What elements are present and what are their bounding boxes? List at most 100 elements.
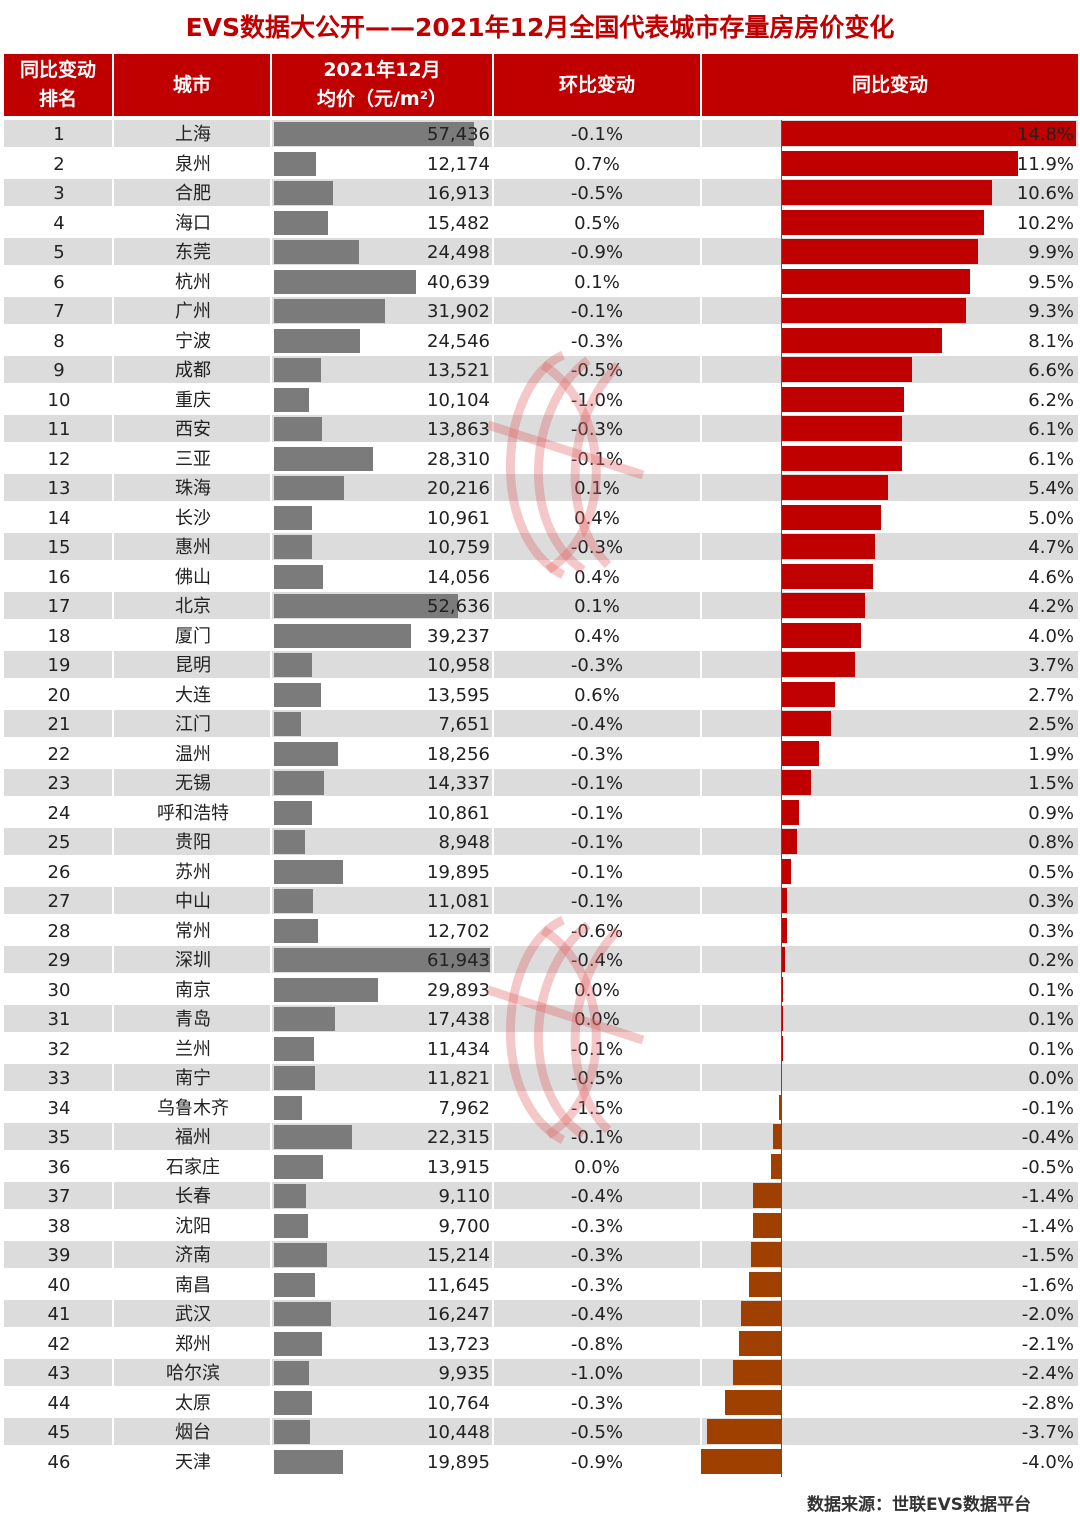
- row-background: [114, 1123, 270, 1150]
- row-background: [494, 238, 700, 265]
- price-cell: 19,895: [427, 861, 490, 883]
- row-background: [494, 887, 700, 914]
- row-background: [4, 769, 112, 796]
- price-bar: [274, 387, 309, 412]
- price-bar: [274, 328, 360, 353]
- row-background: [494, 385, 700, 413]
- city-cell: 太原: [175, 1392, 211, 1414]
- city-cell: 厦门: [175, 625, 211, 647]
- mom-cell: 0.4%: [574, 566, 620, 588]
- city-cell: 北京: [175, 596, 211, 617]
- row-background: [494, 1388, 700, 1416]
- yoy-cell: 0.5%: [1028, 861, 1074, 883]
- row-background: [114, 1064, 270, 1091]
- table-row: 40 南昌 11,645 -0.3% -1.6%: [4, 1270, 1078, 1298]
- row-background: [494, 1300, 700, 1327]
- row-background: [494, 916, 700, 944]
- yoy-bar: [781, 1006, 783, 1031]
- table-row: 32 兰州 11,434 -0.1% 0.1%: [4, 1034, 1078, 1062]
- price-bar: [274, 918, 318, 943]
- price-bar: [274, 122, 474, 146]
- row-background: [494, 1447, 700, 1475]
- row-background: [114, 680, 270, 708]
- row-background: [4, 1359, 112, 1386]
- row-background: [494, 621, 700, 649]
- row-background: [702, 798, 1078, 826]
- row-background: [702, 739, 1078, 767]
- table-row: 21 江门 7,651 -0.4% 2.5%: [4, 710, 1078, 737]
- city-cell: 济南: [175, 1245, 211, 1266]
- table-row: 34 乌鲁木齐 7,962 -1.5% -0.1%: [4, 1093, 1078, 1121]
- city-cell: 江门: [175, 714, 211, 735]
- price-cell: 39,237: [427, 625, 490, 647]
- price-cell: 7,651: [438, 714, 490, 735]
- city-cell: 福州: [175, 1127, 211, 1148]
- row-background: [494, 1329, 700, 1357]
- row-background: [4, 444, 112, 472]
- row-background: [114, 769, 270, 796]
- row-background: [494, 503, 700, 531]
- price-cell: 12,702: [427, 920, 490, 942]
- yoy-bar: [753, 1183, 781, 1208]
- row-background: [114, 208, 270, 236]
- yoy-bar: [781, 239, 978, 264]
- price-cell: 24,546: [427, 330, 490, 352]
- row-background: [702, 503, 1078, 531]
- table-row: 22 温州 18,256 -0.3% 1.9%: [4, 739, 1078, 767]
- row-background: [702, 562, 1078, 590]
- price-cell: 31,902: [427, 301, 490, 322]
- mom-cell: -0.4%: [570, 1304, 624, 1325]
- row-background: [114, 1211, 270, 1239]
- row-background: [4, 857, 112, 885]
- row-background: [702, 946, 1078, 973]
- mom-cell: -0.3%: [570, 330, 624, 352]
- city-cell: 哈尔滨: [166, 1363, 220, 1384]
- mom-cell: -1.0%: [570, 1363, 624, 1384]
- mom-cell: -0.5%: [570, 360, 624, 381]
- city-cell: 常州: [175, 920, 211, 942]
- city-cell: 长春: [175, 1186, 211, 1207]
- price-bar: [274, 859, 343, 884]
- yoy-cell: -2.4%: [1021, 1363, 1074, 1384]
- yoy-cell: -0.4%: [1021, 1127, 1074, 1148]
- rank-cell: 18: [47, 625, 71, 647]
- row-background: [4, 621, 112, 649]
- row-background: [114, 1359, 270, 1386]
- yoy-cell: -2.8%: [1021, 1392, 1074, 1414]
- row-background: [494, 1211, 700, 1239]
- price-bar: [274, 358, 321, 382]
- price-cell: 10,759: [427, 537, 490, 558]
- price-bar: [274, 1154, 323, 1179]
- row-background: [4, 179, 112, 206]
- table-row: 28 常州 12,702 -0.6% 0.3%: [4, 916, 1078, 944]
- city-cell: 无锡: [175, 773, 211, 794]
- row-background: [114, 651, 270, 678]
- price-cell: 16,913: [427, 183, 490, 204]
- rank-cell: 31: [47, 1009, 71, 1030]
- rank-cell: 15: [47, 537, 71, 558]
- table-row: 5 东莞 24,498 -0.9% 9.9%: [4, 238, 1078, 265]
- mom-cell: -0.8%: [570, 1333, 624, 1355]
- mom-cell: -0.1%: [570, 832, 624, 853]
- row-background: [4, 1300, 112, 1327]
- row-background: [702, 857, 1078, 885]
- table-row: 20 大连 13,595 0.6% 2.7%: [4, 680, 1078, 708]
- row-background: [494, 120, 700, 147]
- price-bar: [274, 623, 411, 648]
- yoy-bar: [773, 1124, 781, 1149]
- yoy-bar: [781, 268, 970, 294]
- row-background: [114, 828, 270, 855]
- row-background: [702, 1093, 1078, 1121]
- yoy-cell: 0.1%: [1028, 1038, 1074, 1060]
- row-background: [494, 739, 700, 767]
- row-background: [494, 297, 700, 324]
- yoy-bar: [781, 209, 984, 235]
- table-row: 8 宁波 24,546 -0.3% 8.1%: [4, 326, 1078, 354]
- table-row: 19 昆明 10,958 -0.3% 3.7%: [4, 651, 1078, 678]
- yoy-bar: [781, 445, 902, 471]
- price-cell: 13,723: [427, 1333, 490, 1355]
- yoy-cell: 0.0%: [1028, 1068, 1074, 1089]
- yoy-bar: [781, 799, 799, 825]
- rank-cell: 22: [47, 743, 71, 765]
- table-row: 27 中山 11,081 -0.1% 0.3%: [4, 887, 1078, 914]
